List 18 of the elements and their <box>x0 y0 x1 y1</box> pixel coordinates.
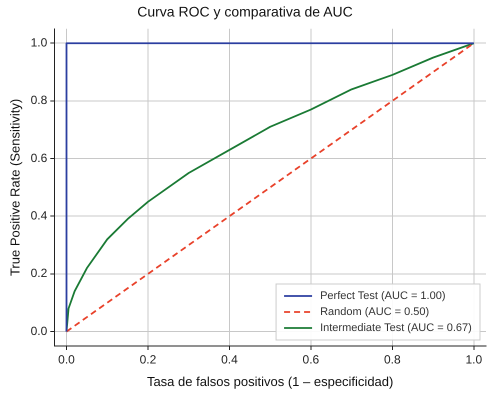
y-tick-label: 0.0 <box>30 324 48 338</box>
legend-label: Random (AUC = 0.50) <box>320 306 430 318</box>
y-tick-label: 0.4 <box>30 208 48 223</box>
y-tick-label: 0.2 <box>30 266 48 280</box>
chart-title: Curva ROC y comparativa de AUC <box>137 3 353 20</box>
legend-label: Intermediate Test (AUC = 0.67) <box>320 322 472 334</box>
x-tick-label: 1.0 <box>465 352 482 367</box>
x-tick-label: 0.6 <box>302 352 320 367</box>
x-tick-label: 0.0 <box>58 352 76 367</box>
x-tick-label: 0.4 <box>221 352 238 367</box>
y-axis-title: True Positive Rate (Sensitivity) <box>7 98 22 276</box>
x-axis-title: Tasa de falsos positivos (1 – especificidad) <box>146 374 394 389</box>
x-tick-label: 0.2 <box>140 352 157 367</box>
y-tick-label: 1.0 <box>30 36 48 50</box>
y-tick-label: 0.6 <box>30 150 48 165</box>
legend-label: Perfect Test (AUC = 1.00) <box>320 290 446 302</box>
y-tick-label: 0.8 <box>30 93 48 108</box>
x-tick-label: 0.8 <box>384 352 401 367</box>
